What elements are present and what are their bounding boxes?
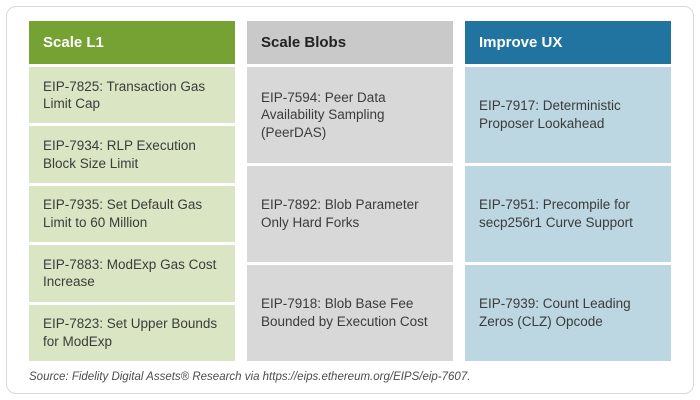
eip-cell: EIP-7918: Blob Base Fee Bounded by Execu…	[247, 265, 453, 361]
column-body-scale-blobs: EIP-7594: Peer Data Availability Samplin…	[247, 67, 453, 361]
eip-cell: EIP-7917: Deterministic Proposer Lookahe…	[465, 67, 671, 163]
column-scale-l1: Scale L1 EIP-7825: Transaction Gas Limit…	[29, 21, 235, 362]
source-attribution: Source: Fidelity Digital Assets® Researc…	[29, 371, 471, 383]
eip-cell: EIP-7825: Transaction Gas Limit Cap	[29, 67, 235, 124]
eip-cell: EIP-7935: Set Default Gas Limit to 60 Mi…	[29, 185, 235, 243]
column-header-scale-blobs: Scale Blobs	[247, 21, 453, 64]
eip-cell: EIP-7883: ModExp Gas Cost Increase	[29, 245, 235, 302]
eip-cell: EIP-7594: Peer Data Availability Samplin…	[247, 67, 453, 163]
eip-cell: EIP-7892: Blob Parameter Only Hard Forks	[247, 166, 453, 262]
eip-cell: EIP-7951: Precompile for secp256r1 Curve…	[465, 166, 671, 262]
eip-cell: EIP-7823: Set Upper Bounds for ModExp	[29, 304, 235, 362]
column-header-scale-l1: Scale L1	[29, 21, 235, 64]
column-scale-blobs: Scale Blobs EIP-7594: Peer Data Availabi…	[247, 21, 453, 361]
column-header-improve-ux: Improve UX	[465, 21, 671, 64]
column-body-scale-l1: EIP-7825: Transaction Gas Limit Cap EIP-…	[29, 67, 235, 362]
eip-category-table: Scale L1 EIP-7825: Transaction Gas Limit…	[29, 21, 671, 362]
column-body-improve-ux: EIP-7917: Deterministic Proposer Lookahe…	[465, 67, 671, 361]
column-improve-ux: Improve UX EIP-7917: Deterministic Propo…	[465, 21, 671, 361]
eip-cell: EIP-7939: Count Leading Zeros (CLZ) Opco…	[465, 265, 671, 361]
eip-cell: EIP-7934: RLP Execution Block Size Limit	[29, 126, 235, 183]
figure-card: Scale L1 EIP-7825: Transaction Gas Limit…	[6, 6, 694, 394]
